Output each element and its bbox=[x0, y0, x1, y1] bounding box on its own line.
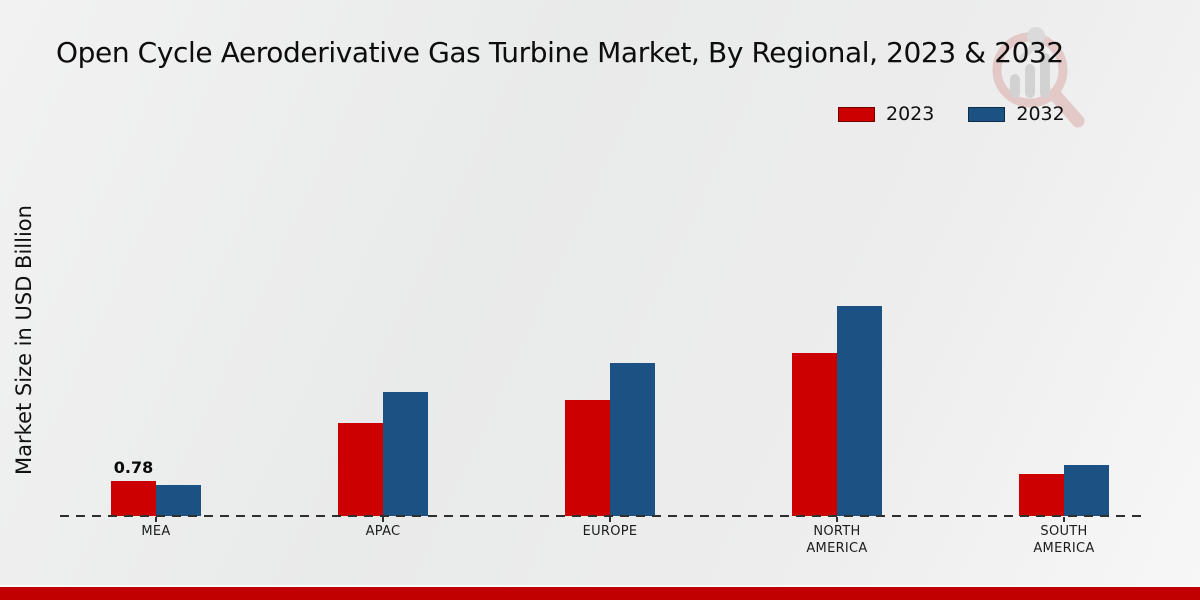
axis-tick bbox=[155, 517, 157, 522]
brand-watermark-icon bbox=[992, 27, 1085, 128]
bar-north-america-2023 bbox=[792, 352, 837, 516]
bar-mea-2023 bbox=[111, 480, 156, 516]
category-label-south-america: SOUTH AMERICA bbox=[1033, 524, 1095, 556]
bar-apac-2032 bbox=[383, 391, 428, 516]
legend-item-2032: 2032 bbox=[968, 103, 1065, 125]
axis-tick bbox=[1063, 517, 1065, 522]
legend-label-2023: 2023 bbox=[886, 103, 935, 125]
bar-south-america-2023 bbox=[1019, 473, 1064, 516]
bar-south-america-2032 bbox=[1064, 464, 1109, 516]
category-label-north-america: NORTH AMERICA bbox=[806, 524, 868, 556]
y-axis-label: Market Size in USD Billion bbox=[12, 205, 36, 475]
axis-tick bbox=[609, 517, 611, 522]
category-label-mea: MEA bbox=[141, 524, 171, 539]
category-label-europe: EUROPE bbox=[582, 524, 638, 539]
footer-accent-bar bbox=[0, 585, 1200, 600]
category-label-apac: APAC bbox=[365, 524, 401, 539]
bar-europe-2023 bbox=[565, 399, 610, 516]
bar-value-label: 0.78 bbox=[113, 457, 154, 477]
legend-swatch-2023 bbox=[838, 106, 875, 122]
axis-tick bbox=[382, 517, 384, 522]
legend-swatch-2032 bbox=[968, 106, 1006, 122]
bar-apac-2023 bbox=[338, 422, 383, 516]
legend: 2023 2032 bbox=[838, 103, 1065, 125]
bar-europe-2032 bbox=[610, 362, 655, 516]
axis-tick bbox=[836, 517, 838, 522]
bar-mea-2032 bbox=[156, 484, 201, 516]
x-axis-line bbox=[60, 515, 1142, 517]
legend-item-2023: 2023 bbox=[838, 103, 934, 125]
bar-north-america-2032 bbox=[837, 306, 882, 516]
legend-label-2032: 2032 bbox=[1016, 103, 1065, 125]
chart-title: Open Cycle Aeroderivative Gas Turbine Ma… bbox=[56, 36, 1064, 69]
